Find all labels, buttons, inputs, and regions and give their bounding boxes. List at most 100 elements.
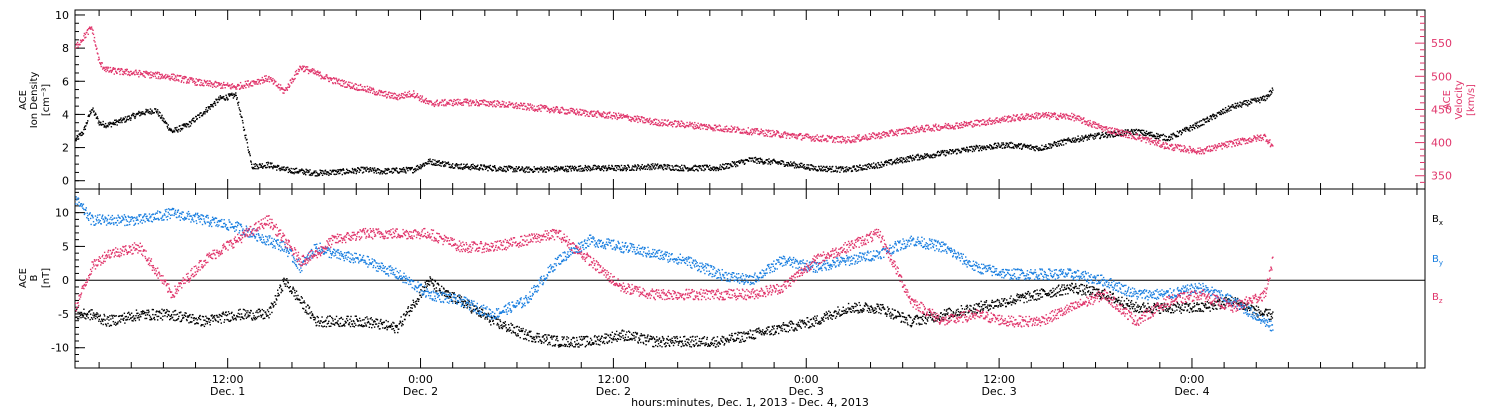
density-point [1022, 145, 1025, 147]
velocity-point [1097, 123, 1099, 126]
density-point [904, 161, 906, 163]
density-point [820, 165, 822, 167]
density-point [165, 122, 168, 124]
velocity-point [794, 137, 797, 139]
velocity-point [488, 105, 490, 108]
velocity-point [927, 124, 929, 127]
density-point [650, 163, 653, 166]
velocity-point [469, 99, 472, 101]
density-point [808, 167, 810, 169]
velocity-point [254, 81, 257, 83]
velocity-point [997, 121, 1000, 123]
velocity-point [1128, 137, 1130, 139]
density-point [940, 152, 943, 154]
density-point [482, 165, 485, 167]
velocity-point [205, 81, 208, 83]
density-point [200, 112, 202, 114]
velocity-point [1003, 118, 1006, 120]
velocity-point [86, 29, 88, 32]
density-point [1076, 138, 1079, 140]
density-point [345, 168, 348, 170]
velocity-point [834, 137, 837, 139]
density-point [112, 122, 114, 125]
density-point [491, 169, 493, 171]
velocity-point [390, 97, 392, 99]
density-point [384, 170, 386, 172]
velocity-point [595, 112, 598, 115]
velocity-point [1067, 117, 1069, 119]
density-point [604, 165, 607, 167]
velocity-point [1030, 118, 1033, 120]
density-point [396, 170, 398, 173]
density-point [463, 163, 465, 166]
velocity-point [683, 123, 685, 125]
density-point [601, 166, 604, 168]
velocity-point [248, 86, 250, 88]
density-point [767, 160, 770, 163]
density-point [1020, 142, 1022, 145]
velocity-point [561, 106, 563, 109]
density-point [130, 117, 132, 119]
density-point [348, 170, 351, 172]
density-point [420, 167, 422, 170]
density-point [1085, 134, 1087, 137]
density-point [710, 169, 712, 171]
density-point [170, 129, 173, 132]
velocity-point [623, 116, 626, 118]
velocity-point [1050, 112, 1052, 114]
density-point [898, 161, 901, 163]
density-point [277, 164, 279, 167]
density-point [156, 111, 158, 114]
density-point [764, 162, 767, 164]
velocity-point [624, 115, 627, 117]
velocity-point [1206, 146, 1208, 148]
velocity-point [885, 133, 887, 135]
density-point [652, 163, 654, 165]
density-point [505, 170, 507, 173]
density-point [293, 172, 295, 175]
velocity-point [765, 129, 767, 131]
velocity-point [726, 130, 728, 133]
velocity-point [387, 93, 389, 96]
velocity-point [921, 126, 924, 129]
density-point [89, 110, 91, 112]
density-point [880, 166, 882, 168]
velocity-point [775, 133, 777, 135]
density-point [721, 166, 723, 169]
density-point [380, 170, 383, 172]
velocity-point [685, 124, 688, 127]
velocity-point [659, 124, 662, 127]
density-point [88, 114, 90, 116]
density-point [1132, 133, 1135, 136]
density-point [526, 166, 528, 168]
velocity-point [452, 104, 454, 107]
density-point [80, 131, 83, 134]
velocity-point [662, 124, 665, 126]
density-point [816, 169, 818, 172]
density-point [315, 170, 317, 172]
density-point [734, 164, 736, 166]
density-point [233, 95, 236, 98]
velocity-point [632, 118, 635, 120]
velocity-point [215, 86, 217, 88]
velocity-point [954, 124, 957, 127]
density-point [476, 168, 478, 170]
density-point [605, 169, 608, 172]
density-point [759, 161, 761, 163]
density-point [520, 169, 522, 171]
density-point [763, 162, 765, 165]
density-point [542, 171, 544, 173]
velocity-point [191, 79, 194, 81]
density-point [977, 147, 979, 149]
velocity-point [241, 84, 243, 87]
velocity-point [603, 112, 605, 114]
velocity-point [553, 111, 555, 114]
density-point [1067, 137, 1070, 139]
velocity-point [174, 75, 177, 77]
density-point [365, 170, 368, 172]
velocity-point [882, 134, 884, 136]
density-point [266, 166, 268, 169]
velocity-point [1075, 119, 1077, 121]
density-point [314, 172, 316, 174]
velocity-point [868, 138, 870, 140]
